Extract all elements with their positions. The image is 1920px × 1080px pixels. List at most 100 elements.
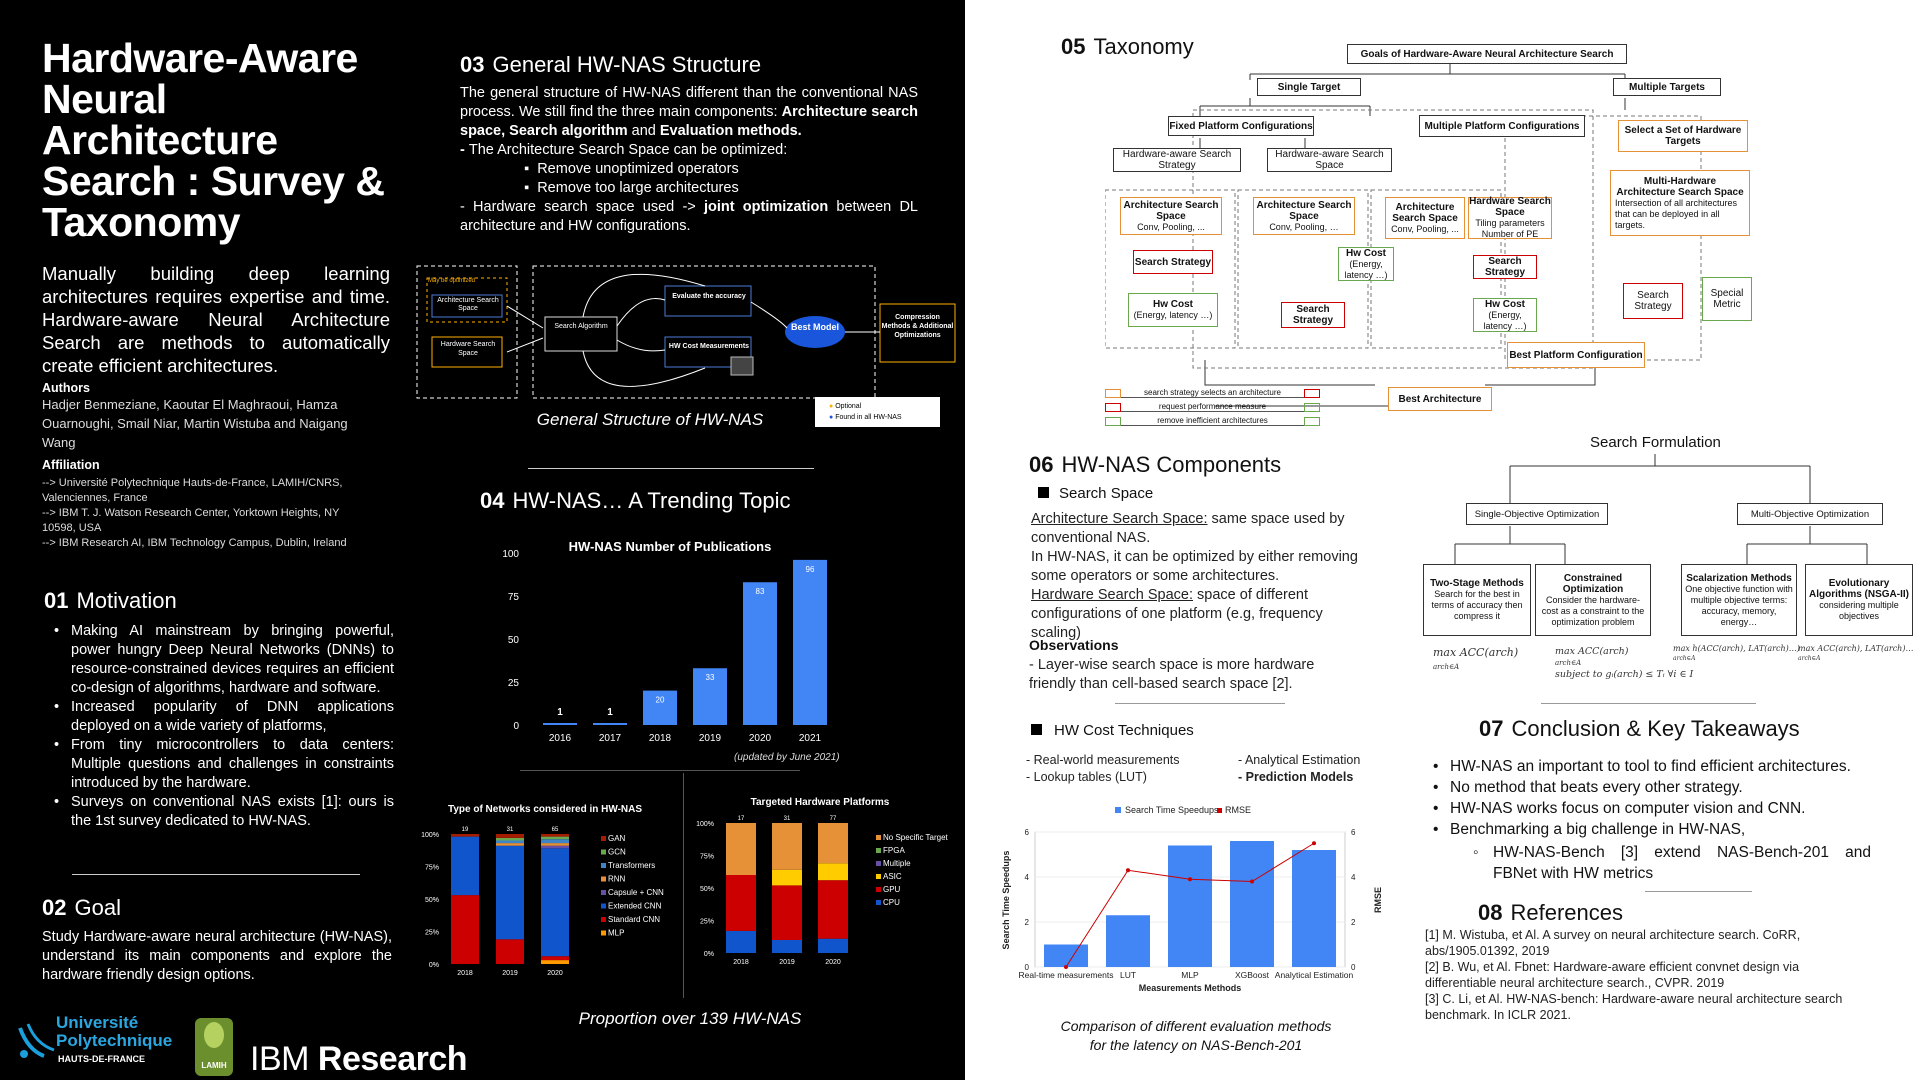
formulation-lines (1454, 454, 1868, 564)
legend-label: FPGA (883, 846, 905, 855)
list-item: Increased popularity of DNN applications… (42, 698, 394, 736)
chart-title: HW-NAS Number of Publications (569, 539, 772, 554)
legend-swatch (601, 836, 606, 841)
university-name-3: HAUTS-DE-FRANCE (58, 1054, 145, 1064)
y-tick-label: 100 (502, 549, 519, 560)
section-number: 02 (42, 895, 67, 920)
structure-text-part: The general structure of HW-NAS differen… (460, 85, 918, 120)
trending-caption: Proportion over 139 HW-NAS (578, 1009, 802, 1028)
y2-tick-label: 0 (1351, 963, 1356, 972)
stack-segment (726, 930, 756, 953)
hw-space-box (431, 336, 503, 368)
structure-text-part: The Architecture Search Space can be opt… (468, 142, 788, 158)
y-tick-label: 50 (508, 635, 520, 646)
maybe-text: May be optimized (428, 278, 476, 284)
bar (1230, 841, 1274, 967)
stack-segment (818, 938, 848, 953)
poster-title: Hardware-Aware Neural Architecture Searc… (42, 35, 385, 245)
y-tick-label: 100% (696, 821, 714, 828)
intro-text: Manually building deep learning architec… (42, 263, 390, 376)
structure-caption: General Structure of HW-NAS (536, 410, 764, 429)
stack-segment (541, 845, 569, 849)
compression-label: Compression Methods & Additional Optimiz… (881, 314, 954, 339)
stack-segment (818, 880, 848, 939)
evolutionary-box: Evolutionary Algorithms (NSGA-II) conside… (1805, 564, 1913, 636)
list-item: No method that beats every other strateg… (1421, 777, 1881, 798)
stack-segment (451, 836, 479, 896)
cost-chart: Search Time Speedups RMSE 0 0 2 2 4 4 6 6 Real-tim… (1001, 805, 1383, 993)
square-bullet-icon (1038, 487, 1049, 498)
section-title: HW-NAS Components (1061, 452, 1282, 477)
legend-swatch (876, 861, 881, 866)
data-label: 33 (706, 673, 715, 682)
single-objective-box: Single-Objective Optimization (1466, 503, 1608, 525)
legend-label: No Specific Target (883, 833, 949, 842)
taxonomy-legend: search strategy selects an architecture … (1105, 386, 1320, 428)
structure-sublist: ▪ Remove unoptimized operators ▪ Remove … (460, 160, 918, 198)
dark-panel: Hardware-Aware Neural Architecture Searc… (0, 0, 965, 1080)
list-item: - Prediction Models (1238, 770, 1354, 784)
references-list: [1] M. Wistuba, et Al. A survey on neura… (1425, 927, 1865, 1023)
y-tick-label: 50% (700, 886, 714, 893)
list-item: - Lookup tables (LUT) (1026, 770, 1147, 784)
structure-text-bold: joint optimization (703, 199, 829, 215)
rmse-point (1188, 877, 1192, 882)
section-number: 01 (44, 588, 69, 613)
affiliation-line: --> Université Polytechnique Hauts-de-Fr… (42, 477, 343, 504)
divider (1115, 703, 1285, 704)
rmse-point (1126, 868, 1130, 873)
ibm-text: IBM (250, 1040, 318, 1078)
structure-text: The general structure of HW-NAS differen… (460, 84, 918, 236)
reference-item: [2] B. Wu, et Al. Fbnet: Hardware-aware … (1425, 960, 1800, 990)
legend-label: RNN (608, 875, 626, 884)
legend-swatch (876, 835, 881, 840)
best-model-label: Best Model (790, 322, 839, 332)
legend-item: search strategy selects an architecture (1105, 386, 1320, 400)
hw-strategy-box: Hardware-aware Search Strategy (1113, 148, 1241, 172)
hw-cost-box-1: Hw Cost (Energy, latency …) (1128, 293, 1218, 327)
legend-label: Capsule + CNN (608, 888, 664, 897)
best-platform-box: Best Platform Configuration (1507, 342, 1645, 368)
conclusion-list: HW-NAS an important to tool to find effi… (1421, 756, 1881, 840)
stack-segment (496, 845, 524, 940)
legend-swatch (601, 903, 606, 909)
legend-item: ● Found in all HW-NAS (829, 414, 902, 421)
y2-tick-label: 2 (1351, 918, 1356, 927)
list-item: HW-NAS an important to tool to find effi… (1421, 756, 1881, 777)
university-logo-icon (18, 1023, 55, 1058)
rmse-point (1250, 879, 1254, 884)
structure-legend: ● Optional ● Found in all HW-NAS (815, 397, 940, 427)
special-metric-box: Special Metric (1702, 277, 1752, 321)
references-heading: 08 References (1478, 900, 1623, 926)
arch-space-label: Architecture Search Space (437, 297, 499, 312)
section-title: Motivation (76, 588, 177, 613)
structure-heading: 03 General HW-NAS Structure (460, 52, 761, 78)
y-tick-label: 75 (508, 592, 520, 603)
x-tick-label: MLP (1181, 970, 1199, 980)
formula-scalar: max h(ACC(arch), LAT(arch)…) arch∈A (1673, 644, 1800, 662)
list-item: ▪ Remove too large architectures (524, 180, 739, 196)
bar (543, 723, 577, 725)
goal-text: Study Hardware-aware neural architecture… (42, 929, 392, 983)
arch-space-box-1: Architecture Search Space Conv, Pooling, … (1120, 197, 1222, 235)
legend-swatch (1217, 808, 1222, 813)
x-tick-label: 2020 (749, 733, 772, 744)
observations-text: - Layer-wise search space is more hardwa… (1029, 657, 1315, 692)
y-tick-label: 6 (1025, 828, 1030, 837)
stack-segment (541, 843, 569, 846)
y2-tick-label: 4 (1351, 873, 1356, 882)
legend-item: remove inefficient architectures (1105, 414, 1320, 428)
section-number: 03 (460, 52, 485, 77)
search-algo-box (544, 316, 618, 352)
data-label: 1 (557, 707, 563, 718)
legend-label: Transformers (608, 861, 655, 870)
scalarization-box: Scalarization Methods One objective funct… (1681, 564, 1797, 636)
rmse-point (1064, 965, 1068, 969)
chip-icon (730, 356, 754, 376)
legend-label: Search Time Speedups (1125, 805, 1219, 815)
legend-swatch (601, 917, 606, 922)
goal-heading: 02 Goal (42, 895, 121, 921)
hw-space-label: Hardware Search Space (440, 341, 496, 357)
eval-label: Evaluate the accuracy (672, 293, 746, 300)
university-name-1: Université (56, 1013, 139, 1032)
